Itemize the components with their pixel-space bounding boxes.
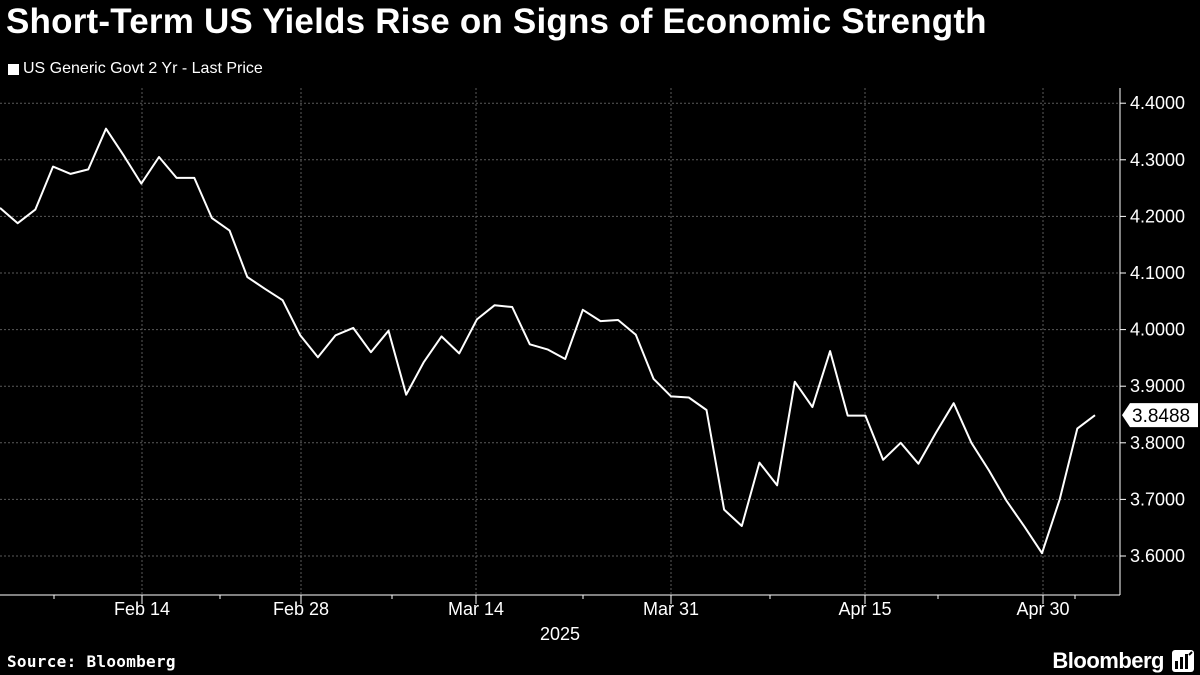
bloomberg-terminal-icon (1172, 650, 1194, 672)
x-tick-label: Apr 15 (838, 599, 891, 619)
y-tick-label: 3.6000 (1130, 546, 1185, 566)
last-value-badge-shape (1122, 403, 1198, 428)
x-tick-label: Mar 14 (448, 599, 504, 619)
last-value-label: 3.8488 (1132, 406, 1190, 427)
y-tick-label: 3.7000 (1130, 489, 1185, 509)
legend-swatch (8, 63, 19, 75)
legend: US Generic Govt 2 Yr - Last Price (8, 60, 263, 78)
legend-label: US Generic Govt 2 Yr - Last Price (23, 60, 263, 77)
y-tick-label: 4.3000 (1130, 150, 1185, 170)
last-value-badge: 3.8488 (1122, 403, 1198, 428)
y-tick-label: 4.2000 (1130, 206, 1185, 226)
y-tick-label: 4.4000 (1130, 93, 1185, 113)
brand-logo: Bloomberg (1052, 648, 1164, 673)
x-tick-label: Feb 14 (114, 599, 170, 619)
x-tick-label: Apr 30 (1016, 599, 1069, 619)
series-line (0, 127, 1096, 555)
y-tick-label: 4.1000 (1130, 263, 1185, 283)
y-tick-label: 3.8000 (1130, 433, 1185, 453)
chart-title: Short-Term US Yields Rise on Signs of Ec… (6, 2, 987, 41)
source-note: Source: Bloomberg (7, 652, 176, 671)
x-tick-label: Mar 31 (643, 599, 699, 619)
x-year-label: 2025 (540, 624, 580, 644)
y-tick-label: 3.9000 (1130, 376, 1185, 396)
x-tick-label: Feb 28 (273, 599, 329, 619)
y-tick-label: 4.0000 (1130, 320, 1185, 340)
